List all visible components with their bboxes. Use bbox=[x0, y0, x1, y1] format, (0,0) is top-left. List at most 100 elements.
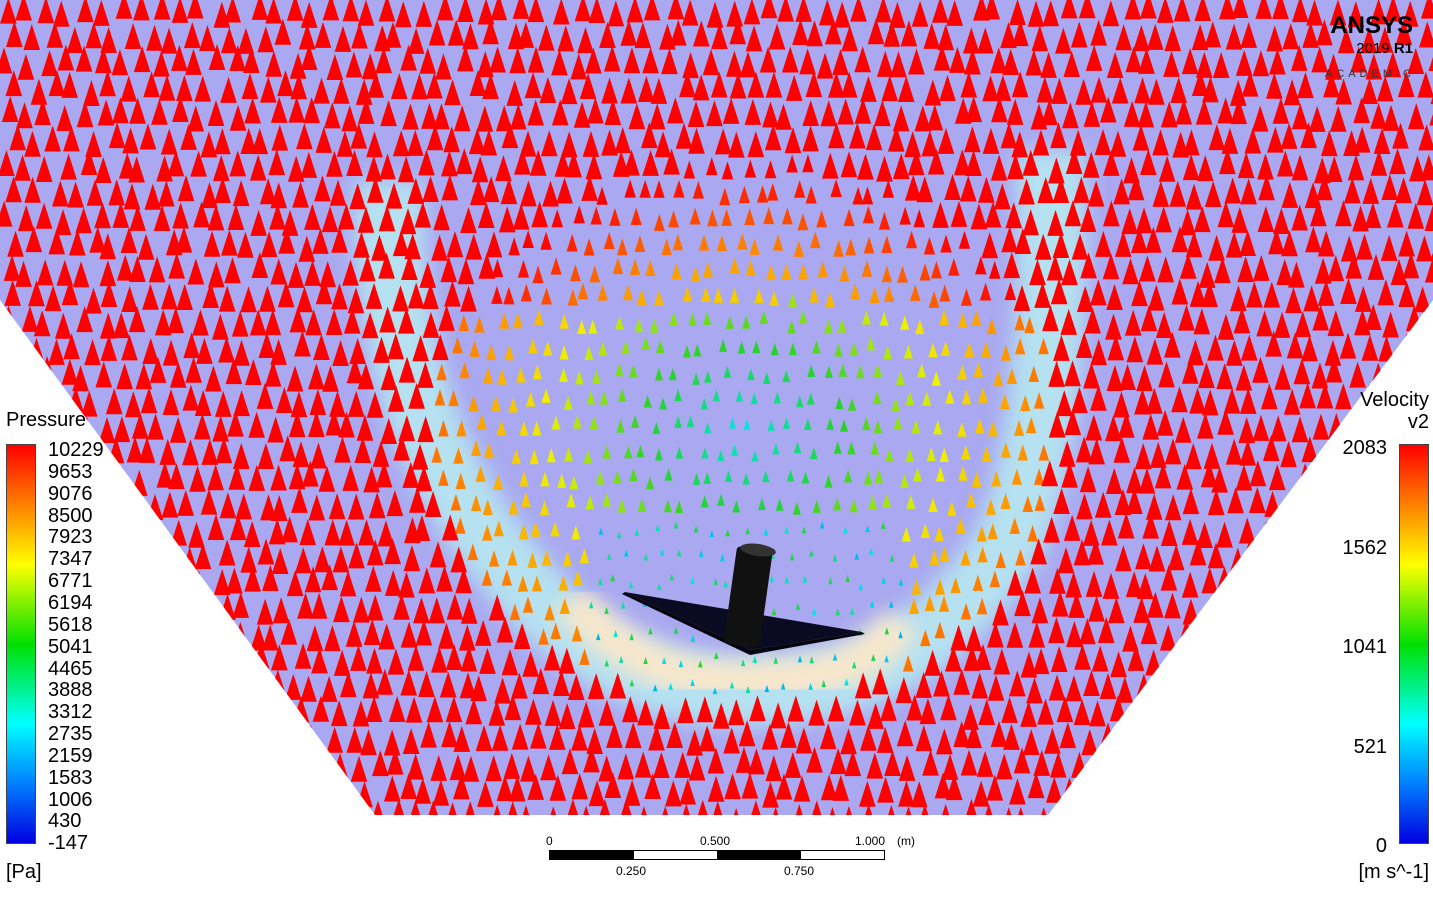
velocity-arrow bbox=[125, 751, 143, 778]
velocity-arrow bbox=[1257, 775, 1274, 802]
velocity-arrow bbox=[872, 390, 882, 405]
velocity-arrow bbox=[1171, 278, 1189, 305]
velocity-arrow bbox=[417, 361, 434, 388]
velocity-arrow bbox=[125, 391, 142, 418]
velocity-arrow bbox=[1160, 727, 1178, 754]
velocity-arrow bbox=[1014, 313, 1025, 331]
velocity-arrow bbox=[208, 618, 226, 645]
velocity-arrow bbox=[251, 753, 269, 780]
velocity-arrow bbox=[386, 490, 404, 517]
velocity-arrow bbox=[770, 342, 779, 356]
velocity-arrow bbox=[414, 777, 432, 804]
velocity-arrow bbox=[692, 20, 710, 47]
velocity-arrow bbox=[729, 681, 735, 689]
velocity-arrow bbox=[931, 371, 941, 386]
velocity-arrow bbox=[1063, 51, 1081, 78]
velocity-arrow bbox=[414, 201, 432, 228]
velocity-arrow bbox=[1171, 747, 1188, 774]
velocity-arrow bbox=[1024, 567, 1041, 594]
velocity-arrow bbox=[854, 97, 872, 124]
velocity-arrow bbox=[207, 775, 225, 802]
velocity-arrow bbox=[960, 749, 978, 776]
velocity-arrow bbox=[525, 698, 542, 725]
velocity-arrow bbox=[129, 517, 146, 544]
velocity-arrow bbox=[5, 70, 23, 97]
velocity-arrow bbox=[690, 678, 695, 686]
velocity-arrow bbox=[741, 772, 759, 799]
velocity-arrow bbox=[411, 443, 429, 470]
velocity-arrow bbox=[631, 415, 640, 428]
velocity-arrow bbox=[890, 51, 907, 78]
velocity-arrow bbox=[1329, 671, 1347, 698]
velocity-arrow bbox=[603, 231, 615, 250]
scale-bottom-label-1: 0.750 bbox=[784, 864, 815, 878]
velocity-arrow bbox=[1359, 701, 1377, 728]
velocity-arrow bbox=[693, 525, 699, 533]
velocity-arrow bbox=[963, 798, 980, 815]
velocity-arrow bbox=[1414, 286, 1431, 313]
velocity-arrow bbox=[176, 283, 194, 310]
velocity-arrow bbox=[1239, 387, 1257, 414]
velocity-arrow bbox=[1380, 234, 1398, 261]
velocity-arrow bbox=[1148, 78, 1165, 105]
velocity-arrow bbox=[1187, 339, 1204, 366]
velocity-arrow bbox=[324, 519, 342, 546]
velocity-arrow bbox=[135, 363, 153, 390]
velocity-arrow bbox=[994, 183, 1011, 210]
velocity-arrow bbox=[470, 494, 482, 511]
velocity-arrow bbox=[129, 256, 146, 283]
velocity-arrow bbox=[1020, 651, 1038, 678]
velocity-arrow bbox=[1379, 599, 1397, 626]
velocity-arrow bbox=[601, 129, 618, 156]
velocity-arrow bbox=[325, 308, 343, 335]
velocity-arrow bbox=[294, 547, 312, 574]
velocity-arrow bbox=[1350, 46, 1368, 73]
velocity-arrow bbox=[623, 149, 640, 176]
velocity-arrow bbox=[723, 727, 740, 754]
velocity-arrow bbox=[532, 265, 544, 284]
velocity-arrow bbox=[1081, 729, 1099, 756]
velocity-arrow bbox=[559, 344, 569, 360]
velocity-arrow bbox=[1037, 698, 1054, 725]
velocity-arrow bbox=[772, 234, 784, 251]
velocity-arrow bbox=[840, 728, 857, 755]
velocity-arrow bbox=[407, 800, 424, 815]
velocity-arrow bbox=[183, 332, 200, 359]
velocity-arrow bbox=[1314, 257, 1332, 284]
velocity-arrow bbox=[758, 497, 766, 511]
velocity-arrow bbox=[976, 750, 994, 777]
velocity-arrow bbox=[468, 395, 479, 412]
velocity-arrow bbox=[342, 259, 359, 286]
velocity-arrow bbox=[614, 127, 632, 154]
velocity-arrow bbox=[541, 287, 553, 305]
velocity-arrow bbox=[847, 398, 857, 411]
velocity-arrow bbox=[294, 330, 311, 357]
velocity-arrow bbox=[380, 364, 398, 391]
velocity-arrow bbox=[702, 261, 713, 278]
velocity-legend-subtitle: v2 bbox=[1407, 411, 1429, 433]
velocity-arrow bbox=[861, 186, 874, 205]
velocity-arrow bbox=[453, 725, 471, 752]
velocity-arrow bbox=[16, 102, 33, 129]
velocity-arrow bbox=[560, 131, 578, 158]
velocity-arrow bbox=[897, 76, 915, 103]
velocity-arrow bbox=[1364, 304, 1382, 331]
velocity-arrow bbox=[1139, 149, 1157, 176]
velocity-arrow bbox=[256, 598, 274, 625]
velocity-arrow bbox=[1083, 670, 1100, 697]
velocity-arrow bbox=[215, 648, 233, 675]
velocity-arrow bbox=[171, 0, 189, 23]
velocity-arrow bbox=[871, 653, 876, 661]
velocity-arrow bbox=[402, 728, 420, 755]
velocity-arrow bbox=[1003, 723, 1020, 750]
velocity-arrow bbox=[1407, 202, 1425, 229]
velocity-arrow bbox=[937, 127, 955, 154]
velocity-arrow bbox=[194, 777, 211, 804]
velocity-arrow bbox=[196, 337, 213, 364]
velocity-arrow bbox=[1167, 544, 1185, 571]
velocity-arrow bbox=[877, 776, 894, 803]
velocity-arrow bbox=[244, 97, 261, 124]
velocity-arrow bbox=[1040, 51, 1057, 78]
velocity-arrow bbox=[160, 128, 178, 155]
